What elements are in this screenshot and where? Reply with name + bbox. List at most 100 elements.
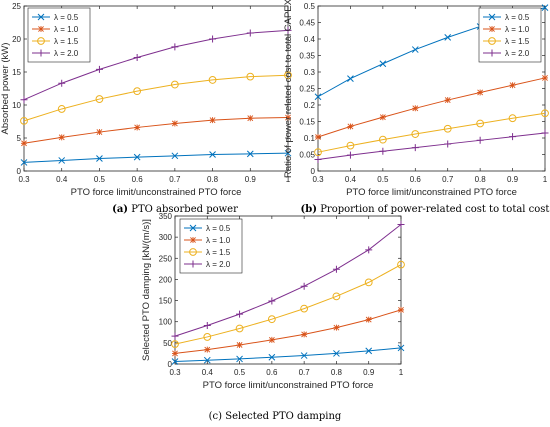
legend: λ = 0.5 λ = 1.0 λ = 1.5 λ = 2.0 [179, 218, 243, 274]
data-point [378, 135, 387, 144]
legend-marker [189, 224, 197, 232]
y-tick-label: 20 [12, 35, 21, 44]
data-point [246, 29, 254, 37]
data-point [300, 352, 308, 359]
y-tick-label: 15 [12, 68, 21, 77]
y-tick-label: 10 [12, 101, 21, 110]
series-line-2 [314, 109, 549, 157]
data-point [444, 140, 452, 148]
data-point [20, 116, 28, 125]
x-axis-label: PTO force limit/unconstrained PTO force [346, 187, 517, 198]
data-point [236, 310, 244, 318]
data-point [133, 153, 141, 161]
x-tick-label: 0.8 [475, 175, 487, 184]
caption-b: (b) Proportion of power-related cost to … [300, 204, 550, 215]
x-tick-label: 0.6 [132, 175, 144, 184]
x-tick-label: 0.9 [245, 175, 257, 184]
data-point [133, 53, 141, 61]
caption-c-text: Selected PTO damping [225, 411, 342, 422]
y-tick-label: 0.2 [304, 101, 316, 110]
legend: λ = 0.5 λ = 1.0 λ = 1.5 λ = 2.0 [478, 7, 542, 63]
data-point [208, 76, 217, 84]
x-tick-label: 0.5 [377, 175, 389, 184]
data-point [477, 89, 484, 96]
legend-marker [488, 37, 496, 45]
x-tick-label: 0.3 [169, 368, 181, 377]
data-point [57, 105, 66, 113]
data-point [95, 65, 103, 73]
series-line-3 [314, 129, 549, 163]
legend-label: λ = 1.5 [505, 37, 530, 46]
data-point [284, 26, 292, 34]
data-point [300, 282, 308, 290]
data-point [411, 46, 419, 53]
data-point [411, 130, 420, 138]
y-tick-label: 100 [159, 318, 173, 327]
data-point [95, 95, 104, 103]
data-point [203, 333, 212, 341]
data-point [300, 304, 309, 313]
data-point [541, 4, 549, 12]
series-path [317, 77, 546, 138]
y-tick-label: 250 [159, 254, 173, 263]
data-point [268, 336, 275, 343]
series-path [174, 224, 402, 337]
caption-a-text: PTO absorbed power [131, 204, 238, 215]
data-point [247, 115, 254, 122]
x-tick-label: 0.3 [312, 175, 324, 184]
x-tick-label: 0.8 [331, 368, 343, 377]
data-point [509, 133, 517, 141]
data-point [542, 74, 548, 81]
legend-label: λ = 1.0 [54, 25, 79, 34]
series-line-0 [171, 344, 405, 365]
data-point [268, 353, 276, 361]
legend-label: λ = 1.5 [54, 37, 79, 46]
series-line-1 [172, 306, 404, 357]
x-tick-label: 0.7 [299, 368, 311, 377]
caption-c: (c) Selected PTO damping [150, 411, 400, 422]
legend-label: λ = 2.0 [206, 260, 231, 269]
series-path [174, 309, 402, 354]
data-point [332, 292, 341, 301]
x-axis-label: PTO force limit/unconstrained PTO force [203, 380, 374, 391]
data-point [332, 265, 340, 273]
data-point [379, 60, 387, 68]
legend-marker [37, 49, 45, 57]
data-point [96, 155, 103, 162]
data-point [203, 322, 211, 330]
series-path [23, 152, 289, 163]
legend-label: λ = 0.5 [206, 224, 231, 233]
x-tick-label: 0.7 [169, 175, 181, 184]
series-line-1 [315, 74, 548, 141]
data-point [333, 324, 340, 331]
legend-marker [189, 260, 197, 268]
data-point [171, 340, 179, 349]
data-point [301, 331, 308, 338]
data-point [347, 123, 354, 130]
data-point [364, 278, 373, 287]
data-point [96, 129, 103, 136]
legend-marker [37, 13, 45, 21]
data-point [541, 109, 549, 118]
data-point [134, 124, 141, 131]
data-point [541, 129, 549, 137]
data-point [411, 144, 419, 152]
data-point [444, 97, 451, 104]
data-point [346, 151, 354, 159]
chart-c: 0.3 0.4 0.5 0.6 0.7 0.8 0.9 1 0 50 100 150 200 250 300… [141, 212, 405, 391]
x-tick-label: 0.4 [202, 368, 214, 377]
data-point [365, 316, 372, 323]
x-tick-label: 1 [399, 368, 404, 377]
data-point [476, 119, 485, 128]
series-line-1 [21, 114, 291, 147]
legend-marker [38, 26, 44, 32]
data-point [347, 75, 354, 82]
data-point [379, 147, 387, 155]
series-line-0 [20, 149, 292, 166]
data-point [268, 297, 276, 305]
data-point [284, 71, 292, 80]
data-point [236, 341, 243, 348]
legend-marker [190, 237, 196, 243]
legend: λ = 0.5 λ = 1.0 λ = 1.5 λ = 2.0 [27, 7, 91, 63]
legend-label: λ = 1.0 [206, 236, 231, 245]
